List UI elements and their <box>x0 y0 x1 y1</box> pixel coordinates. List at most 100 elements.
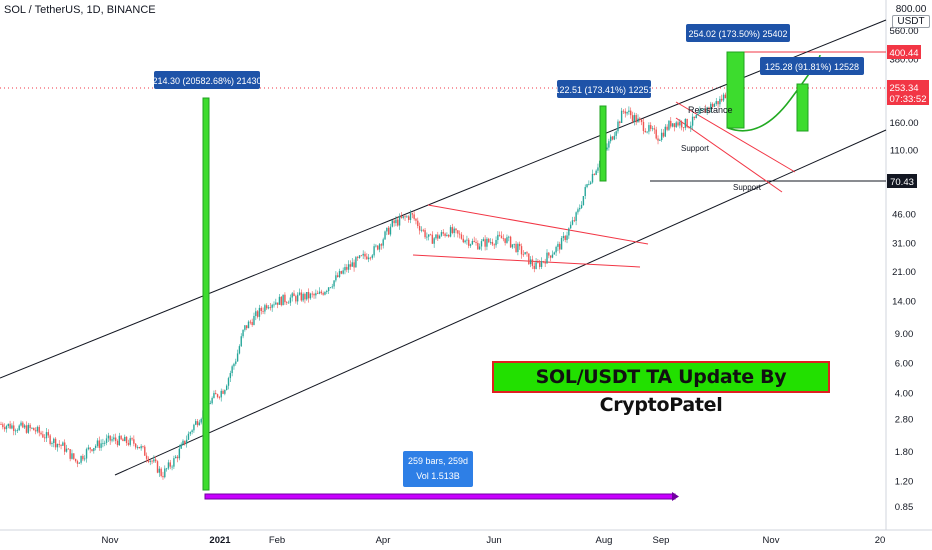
axis-unit-label[interactable]: USDT <box>892 15 930 28</box>
candle-body <box>211 397 213 404</box>
candle-body <box>287 302 290 304</box>
candle-body <box>267 307 270 309</box>
candle-body <box>40 432 42 435</box>
candle-body <box>631 115 634 122</box>
candle-body <box>367 257 370 260</box>
candle-body <box>671 123 674 127</box>
candle-body <box>509 236 512 248</box>
x-tick-label: Nov <box>102 535 119 546</box>
candle-body <box>453 228 455 233</box>
candle-body <box>400 216 403 218</box>
candle-body <box>235 361 237 364</box>
candle-body <box>113 437 115 440</box>
candle-body <box>571 220 574 225</box>
candle-body <box>498 234 501 236</box>
candle-body <box>242 329 244 337</box>
candle-body <box>91 449 93 451</box>
candle-body <box>7 423 9 427</box>
x-tick-label: Jun <box>486 535 501 546</box>
ticker-title: SOL / TetherUS, 1D, BINANCE <box>4 4 156 16</box>
candle-body <box>431 234 434 244</box>
candle-body <box>446 234 448 237</box>
candle-body <box>466 239 468 241</box>
candle-body <box>519 243 521 247</box>
candle-body <box>617 121 619 132</box>
candle-body <box>546 252 548 264</box>
price-label-253: 253.34 07:33:52 <box>887 80 929 105</box>
channel-lower-line <box>114 129 887 476</box>
candle-body <box>73 453 75 459</box>
axis-unit-block: 800.00 USDT <box>892 4 930 28</box>
candle-body <box>89 447 91 450</box>
candle-body <box>378 244 381 250</box>
candle-body <box>650 125 652 129</box>
candle-body <box>409 213 412 220</box>
candle-body <box>258 307 261 317</box>
candle-body <box>355 257 357 268</box>
candle-body <box>668 120 670 130</box>
candle-body <box>49 435 51 444</box>
candle-body <box>475 241 477 244</box>
candle-body <box>462 238 464 243</box>
candle-body <box>615 131 617 136</box>
candle-body <box>62 442 64 446</box>
candle-body <box>724 94 727 99</box>
candle-body <box>653 128 656 130</box>
candle-body <box>457 230 459 234</box>
candle-body <box>124 436 126 442</box>
y-tick-label: 46.00 <box>892 209 916 220</box>
candle-body <box>256 311 259 317</box>
candle-body <box>129 438 131 445</box>
candle-body <box>16 430 19 431</box>
candle-body <box>588 184 590 185</box>
candle-body <box>98 440 100 448</box>
candle-body <box>562 235 565 238</box>
candle-body <box>271 304 273 308</box>
candle-body <box>418 226 421 231</box>
candle-body <box>480 241 483 247</box>
candle-body <box>721 98 723 101</box>
candle-body <box>5 426 8 430</box>
candle-body <box>109 435 111 441</box>
candle-body <box>424 230 426 238</box>
candle-body <box>289 297 292 303</box>
candle-body <box>542 261 545 263</box>
candle-body <box>637 118 639 123</box>
candle-body <box>708 107 710 110</box>
candle-body <box>162 475 164 478</box>
candle-body <box>660 132 663 141</box>
candle-body <box>380 244 383 246</box>
candle-body <box>80 455 82 463</box>
candle-body <box>537 262 539 264</box>
candle-body <box>280 296 282 306</box>
candle-body <box>300 292 302 301</box>
candle-body <box>646 131 648 133</box>
candle-body <box>233 363 235 367</box>
candle-body <box>551 254 554 258</box>
candle-body <box>566 235 568 240</box>
candle-body <box>404 216 406 218</box>
candle-body <box>655 129 657 139</box>
candle-body <box>315 293 317 296</box>
candle-body <box>477 243 479 250</box>
candle-body <box>360 255 363 257</box>
candle-body <box>464 240 466 243</box>
svg-text:07:33:52: 07:33:52 <box>890 94 927 105</box>
candle-body <box>344 267 346 271</box>
candle-body <box>413 214 415 219</box>
candle-body <box>173 458 175 467</box>
y-tick-label: 14.00 <box>892 297 916 308</box>
candle-body <box>619 121 621 123</box>
candle-body <box>448 234 450 237</box>
candle-body <box>342 270 344 274</box>
candle-body <box>701 109 703 111</box>
candle-body <box>38 426 40 433</box>
candle-body <box>389 226 392 235</box>
candle-body <box>76 461 79 464</box>
candle-body <box>337 275 339 278</box>
candle-body <box>377 245 379 250</box>
candle-body <box>595 170 597 175</box>
candle-body <box>628 110 630 112</box>
candle-body <box>393 220 395 224</box>
candle-body <box>36 426 39 432</box>
